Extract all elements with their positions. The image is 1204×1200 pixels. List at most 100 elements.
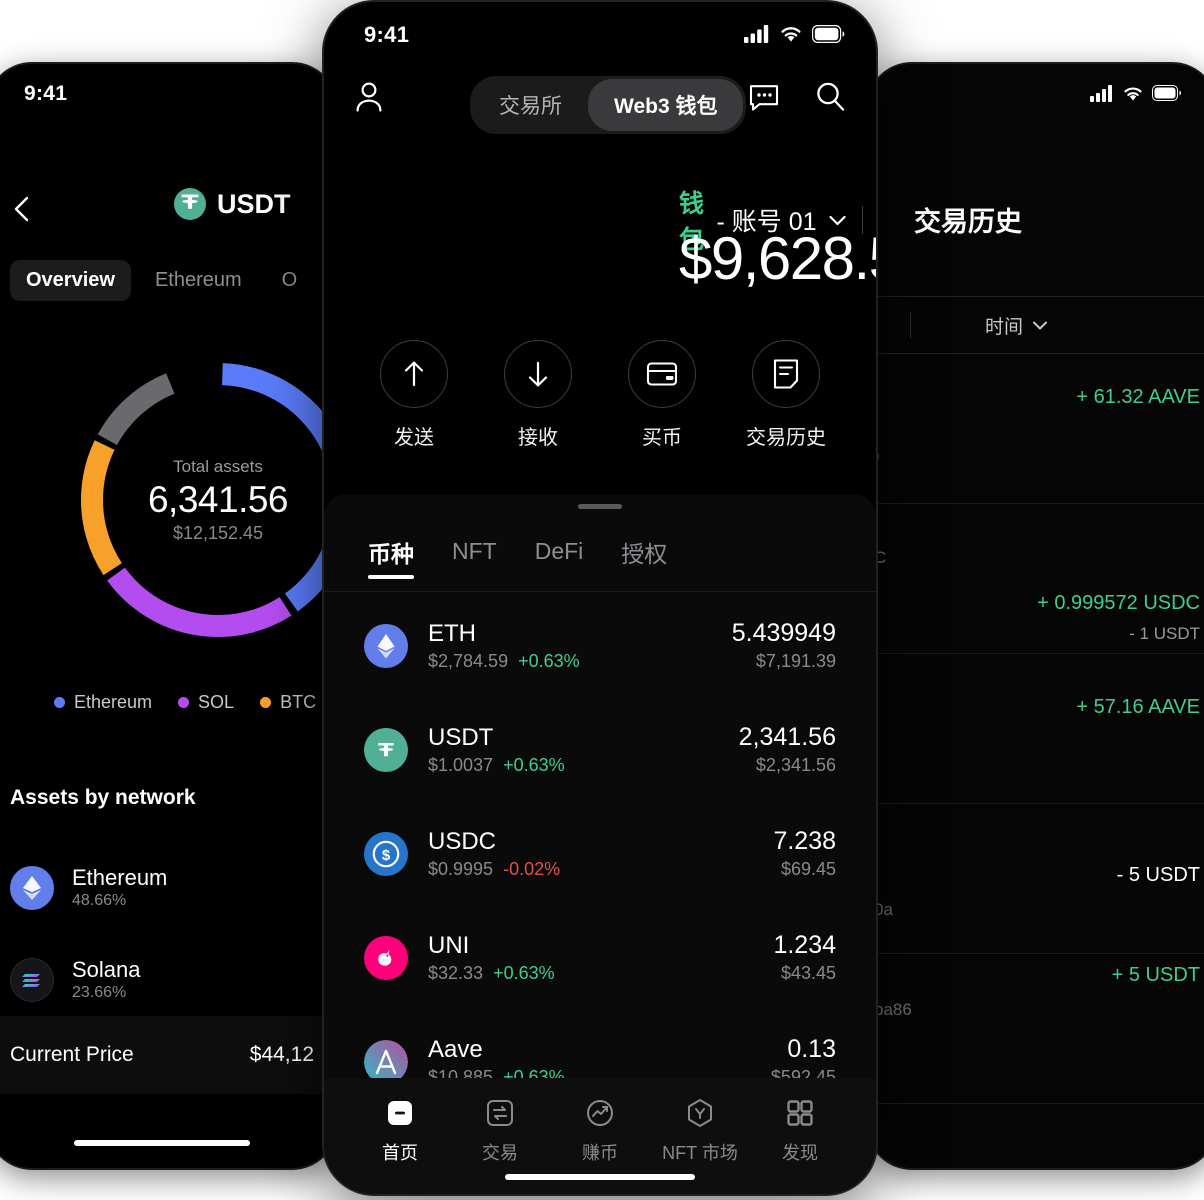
nav-item-nft-market[interactable]: NFT 市场	[650, 1096, 750, 1165]
token-balance: 2,341.56 $2,341.56	[739, 722, 836, 778]
token-amount: 2,341.56	[738, 723, 836, 752]
sheet-drag-handle[interactable]	[578, 504, 622, 509]
person-icon[interactable]	[354, 80, 384, 114]
transaction-row[interactable]: + 5 USDT ba86	[868, 954, 1204, 1104]
legend-dot-ethereum	[54, 697, 65, 708]
ethereum-icon	[364, 624, 408, 668]
transaction-row[interactable]: - 5 USDT 0a	[868, 804, 1204, 954]
token-balance: 5.439949 $7,191.39	[732, 618, 836, 674]
wifi-icon	[1122, 85, 1144, 102]
segment-web3-wallet[interactable]: Web3 钱包	[588, 79, 744, 131]
left-nav-bar: USDT	[0, 188, 336, 236]
network-row-ethereum[interactable]: Ethereum 48.66%	[10, 842, 336, 934]
token-row[interactable]: ETH $2,784.59 +0.63% 5.439949 $7,191.39	[324, 594, 876, 698]
nav-item-trade[interactable]: 交易	[450, 1096, 550, 1165]
token-price: $2,784.59	[428, 650, 509, 671]
token-row[interactable]: UNI $32.33 +0.63% 1.234 $43.45	[324, 906, 876, 1010]
nav-label: 发现	[782, 1143, 818, 1163]
tab-nft[interactable]: NFT	[452, 538, 497, 564]
token-row[interactable]: USDT $1.0037 +0.63% 2,341.56 $2,341.56	[324, 698, 876, 802]
token-row[interactable]: $ USDC $0.9995 -0.02% 7.238 $69.45	[324, 802, 876, 906]
transaction-row[interactable]: C + 0.999572 USDC - 1 USDT	[868, 504, 1204, 654]
action-receive[interactable]: 接收	[490, 340, 586, 450]
filter-time[interactable]: 时间	[985, 312, 1048, 339]
token-amount: 7.238	[773, 827, 836, 856]
wallet-balance: $9,628.52	[679, 225, 876, 292]
chat-bubble-icon[interactable]	[748, 82, 780, 112]
mode-segmented-control: 交易所 Web3 钱包	[470, 76, 747, 134]
tether-icon	[174, 188, 206, 220]
tab-overview[interactable]: Overview	[10, 260, 131, 301]
transaction-amount: + 57.16 AAVE	[1076, 696, 1200, 718]
transaction-row[interactable]: + 57.16 AAVE	[868, 654, 1204, 804]
action-buy[interactable]: 买币	[614, 340, 710, 450]
center-phone-screen: 9:41 交易所	[324, 2, 876, 1194]
right-phone-screen: 交易历史 ▾ 时间 + 61.32 AAVE ) C + 0.999572 US…	[868, 64, 1204, 1168]
token-symbol: Aave	[428, 1035, 483, 1063]
home-icon	[384, 1096, 416, 1130]
right-status-bar	[1090, 84, 1182, 102]
account-selector[interactable]: 钱包 - 账号 01	[679, 184, 876, 256]
transaction-list: + 61.32 AAVE ) C + 0.999572 USDC - 1 USD…	[868, 354, 1204, 1168]
action-history[interactable]: 交易历史	[738, 340, 834, 450]
network-row-solana[interactable]: Solana 23.66%	[10, 934, 336, 1026]
page-title: 交易历史	[914, 207, 1022, 237]
token-change: +0.63%	[503, 754, 565, 775]
token-symbol: UNI	[428, 931, 470, 959]
action-label: 交易历史	[746, 427, 826, 449]
transaction-sub: - 1 USDT	[1129, 624, 1200, 643]
tab-approvals[interactable]: 授权	[621, 540, 668, 567]
left-phone-usdt-detail: 9:41 USDT Overview Ethereum O	[0, 62, 338, 1170]
legend-label-sol: SOL	[198, 692, 235, 712]
tether-icon	[364, 728, 408, 772]
segment-exchange[interactable]: 交易所	[499, 95, 562, 118]
chevron-left-icon[interactable]	[8, 192, 38, 226]
network-percent: 48.66%	[72, 892, 127, 910]
tab-other[interactable]: O	[281, 269, 298, 291]
total-assets-label: Total assets	[173, 456, 263, 476]
total-assets-value: 6,341.56	[147, 478, 289, 520]
card-icon	[628, 340, 696, 408]
nav-label: 赚币	[582, 1143, 618, 1163]
chevron-down-icon[interactable]	[828, 215, 846, 226]
aave-icon	[364, 1040, 408, 1084]
chevron-down-icon	[1033, 321, 1048, 329]
tab-ethereum[interactable]: Ethereum	[154, 269, 242, 291]
network-percent: 23.66%	[72, 984, 127, 1002]
nav-item-earn[interactable]: 赚币	[550, 1096, 650, 1165]
transaction-row[interactable]: + 61.32 AAVE )	[868, 354, 1204, 504]
token-info: USDC $0.9995 -0.02%	[428, 827, 773, 881]
token-amount: 5.439949	[731, 619, 836, 648]
action-send[interactable]: 发送	[366, 340, 462, 450]
token-meta: $32.33 +0.63%	[428, 961, 773, 985]
history-filter-bar: ▾ 时间	[868, 296, 1204, 354]
status-icons	[744, 24, 846, 43]
token-value: $69.45	[780, 859, 836, 880]
token-info: ETH $2,784.59 +0.63%	[428, 619, 732, 673]
status-time: 9:41	[24, 82, 68, 105]
token-price: $32.33	[428, 962, 484, 983]
filter-time-label: 时间	[985, 316, 1024, 338]
tab-tokens[interactable]: 币种	[368, 535, 414, 585]
tab-defi[interactable]: DeFi	[534, 538, 584, 564]
nav-item-discover[interactable]: 发现	[750, 1096, 850, 1165]
token-meta: $0.9995 -0.02%	[428, 857, 773, 881]
divider	[861, 206, 863, 234]
wifi-icon	[779, 25, 803, 43]
legend-label-ethereum: Ethereum	[74, 692, 153, 712]
nav-label: 首页	[382, 1143, 418, 1163]
right-phone-transaction-history: 交易历史 ▾ 时间 + 61.32 AAVE ) C + 0.999572 US…	[866, 62, 1204, 1170]
left-status-bar: 9:41	[0, 82, 336, 112]
earn-icon	[584, 1096, 616, 1130]
usdc-icon: $	[364, 832, 408, 876]
document-icon	[752, 340, 820, 408]
nav-label: NFT 市场	[662, 1143, 738, 1163]
left-tab-bar: Overview Ethereum O	[10, 260, 336, 301]
cellular-icon	[1090, 84, 1114, 102]
nav-item-home[interactable]: 首页	[350, 1096, 450, 1165]
token-change: -0.02%	[503, 858, 561, 879]
swap-icon	[484, 1096, 516, 1130]
legend-item-btc: BTC	[260, 692, 316, 713]
search-icon[interactable]	[814, 80, 846, 114]
